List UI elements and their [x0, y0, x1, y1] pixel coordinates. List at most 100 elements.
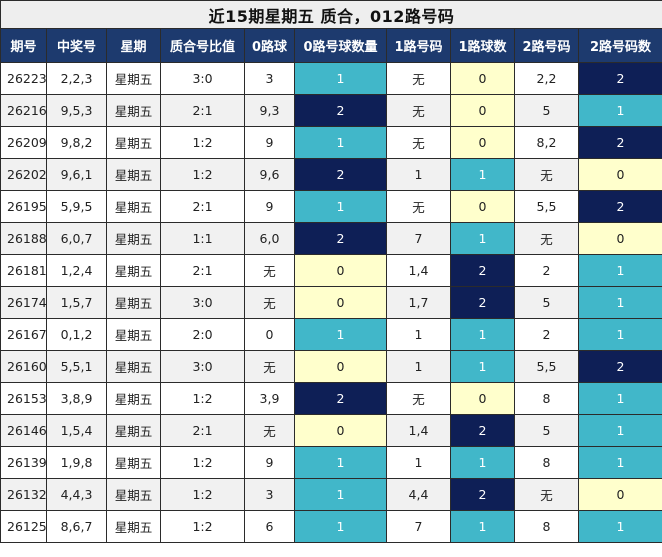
road1-numbers-cell: 无 — [386, 382, 451, 415]
road1-numbers-cell: 无 — [386, 126, 451, 159]
period-cell: 26153 — [0, 382, 47, 415]
weekday-cell: 星期五 — [106, 286, 161, 319]
lottery-stats-table: 近15期星期五 质合，012路号码 期号 中奖号 星期 质合号比值 0路球 0路… — [0, 0, 662, 543]
road0-count-cell: 1 — [294, 478, 387, 511]
table-row: 26125 8,6,7 星期五 1:2 6 1 7 1 8 1 — [0, 510, 662, 543]
header-road1-count: 1路球数 — [450, 28, 515, 63]
road1-count-cell: 2 — [450, 414, 515, 447]
road0-count-cell: 0 — [294, 286, 387, 319]
period-cell: 26132 — [0, 478, 47, 511]
period-cell: 26181 — [0, 254, 47, 287]
prime-ratio-cell: 2:1 — [160, 254, 245, 287]
road2-numbers-cell: 5,5 — [514, 190, 579, 223]
road1-count-cell: 0 — [450, 126, 515, 159]
road2-count-cell: 1 — [577, 286, 662, 319]
table-row: 26139 1,9,8 星期五 1:2 9 1 1 1 8 1 — [0, 446, 662, 479]
road1-count-cell: 1 — [450, 350, 515, 383]
period-cell: 26160 — [0, 350, 47, 383]
road2-count-cell: 0 — [577, 478, 662, 511]
road0-count-cell: 0 — [294, 254, 387, 287]
table-row: 26132 4,4,3 星期五 1:2 3 1 4,4 2 无 0 — [0, 478, 662, 511]
prime-ratio-cell: 2:1 — [160, 94, 245, 127]
period-cell: 26223 — [0, 62, 47, 95]
road0-count-cell: 1 — [294, 446, 387, 479]
road1-numbers-cell: 无 — [386, 94, 451, 127]
road1-numbers-cell: 1 — [386, 446, 451, 479]
road2-numbers-cell: 5,5 — [514, 350, 579, 383]
road1-count-cell: 1 — [450, 510, 515, 543]
weekday-cell: 星期五 — [106, 318, 161, 351]
road1-numbers-cell: 1,4 — [386, 414, 451, 447]
road2-count-cell: 2 — [577, 62, 662, 95]
table-row: 26181 1,2,4 星期五 2:1 无 0 1,4 2 2 1 — [0, 254, 662, 287]
numbers-cell: 1,2,4 — [46, 254, 107, 287]
road2-count-cell: 2 — [577, 190, 662, 223]
weekday-cell: 星期五 — [106, 446, 161, 479]
road0-numbers-cell: 6,0 — [244, 222, 295, 255]
road1-count-cell: 2 — [450, 254, 515, 287]
prime-ratio-cell: 2:1 — [160, 414, 245, 447]
road0-numbers-cell: 9 — [244, 190, 295, 223]
road1-count-cell: 0 — [450, 190, 515, 223]
table-row: 26223 2,2,3 星期五 3:0 3 1 无 0 2,2 2 — [0, 62, 662, 95]
road0-numbers-cell: 9,6 — [244, 158, 295, 191]
table-row: 26167 0,1,2 星期五 2:0 0 1 1 1 2 1 — [0, 318, 662, 351]
road1-numbers-cell: 1,4 — [386, 254, 451, 287]
prime-ratio-cell: 2:0 — [160, 318, 245, 351]
road2-numbers-cell: 2,2 — [514, 62, 579, 95]
prime-ratio-cell: 3:0 — [160, 350, 245, 383]
road2-numbers-cell: 8 — [514, 446, 579, 479]
road0-count-cell: 2 — [294, 158, 387, 191]
road0-numbers-cell: 3,9 — [244, 382, 295, 415]
numbers-cell: 0,1,2 — [46, 318, 107, 351]
numbers-cell: 1,9,8 — [46, 446, 107, 479]
road2-numbers-cell: 5 — [514, 94, 579, 127]
road0-count-cell: 2 — [294, 382, 387, 415]
period-cell: 26209 — [0, 126, 47, 159]
weekday-cell: 星期五 — [106, 222, 161, 255]
prime-ratio-cell: 1:2 — [160, 478, 245, 511]
road1-numbers-cell: 无 — [386, 190, 451, 223]
road0-numbers-cell: 无 — [244, 350, 295, 383]
numbers-cell: 9,6,1 — [46, 158, 107, 191]
road0-numbers-cell: 3 — [244, 478, 295, 511]
road0-numbers-cell: 9 — [244, 126, 295, 159]
weekday-cell: 星期五 — [106, 94, 161, 127]
road2-count-cell: 1 — [577, 382, 662, 415]
road0-numbers-cell: 9,3 — [244, 94, 295, 127]
road0-numbers-cell: 无 — [244, 254, 295, 287]
road2-count-cell: 2 — [577, 350, 662, 383]
table-row: 26202 9,6,1 星期五 1:2 9,6 2 1 1 无 0 — [0, 158, 662, 191]
prime-ratio-cell: 3:0 — [160, 286, 245, 319]
road0-count-cell: 1 — [294, 190, 387, 223]
road0-count-cell: 1 — [294, 126, 387, 159]
road0-count-cell: 1 — [294, 62, 387, 95]
road1-count-cell: 1 — [450, 446, 515, 479]
weekday-cell: 星期五 — [106, 62, 161, 95]
numbers-cell: 1,5,7 — [46, 286, 107, 319]
numbers-cell: 9,5,3 — [46, 94, 107, 127]
numbers-cell: 9,8,2 — [46, 126, 107, 159]
road2-count-cell: 0 — [577, 222, 662, 255]
period-cell: 26125 — [0, 510, 47, 543]
numbers-cell: 2,2,3 — [46, 62, 107, 95]
table-row: 26160 5,5,1 星期五 3:0 无 0 1 1 5,5 2 — [0, 350, 662, 383]
road0-numbers-cell: 9 — [244, 446, 295, 479]
road0-count-cell: 1 — [294, 510, 387, 543]
prime-ratio-cell: 1:2 — [160, 158, 245, 191]
road1-count-cell: 1 — [450, 158, 515, 191]
table-body: 26223 2,2,3 星期五 3:0 3 1 无 0 2,2 2 26216 9,5,3 星期五 2:1… — [0, 62, 662, 543]
header-road0-numbers: 0路球 — [244, 28, 295, 63]
road0-count-cell: 2 — [294, 94, 387, 127]
road1-numbers-cell: 7 — [386, 510, 451, 543]
road2-numbers-cell: 无 — [514, 478, 579, 511]
road0-numbers-cell: 0 — [244, 318, 295, 351]
prime-ratio-cell: 1:1 — [160, 222, 245, 255]
header-road0-count: 0路号球数量 — [294, 28, 387, 63]
road2-count-cell: 1 — [577, 94, 662, 127]
road2-numbers-cell: 8 — [514, 510, 579, 543]
road1-count-cell: 0 — [450, 382, 515, 415]
weekday-cell: 星期五 — [106, 350, 161, 383]
road2-numbers-cell: 无 — [514, 158, 579, 191]
road2-numbers-cell: 5 — [514, 286, 579, 319]
